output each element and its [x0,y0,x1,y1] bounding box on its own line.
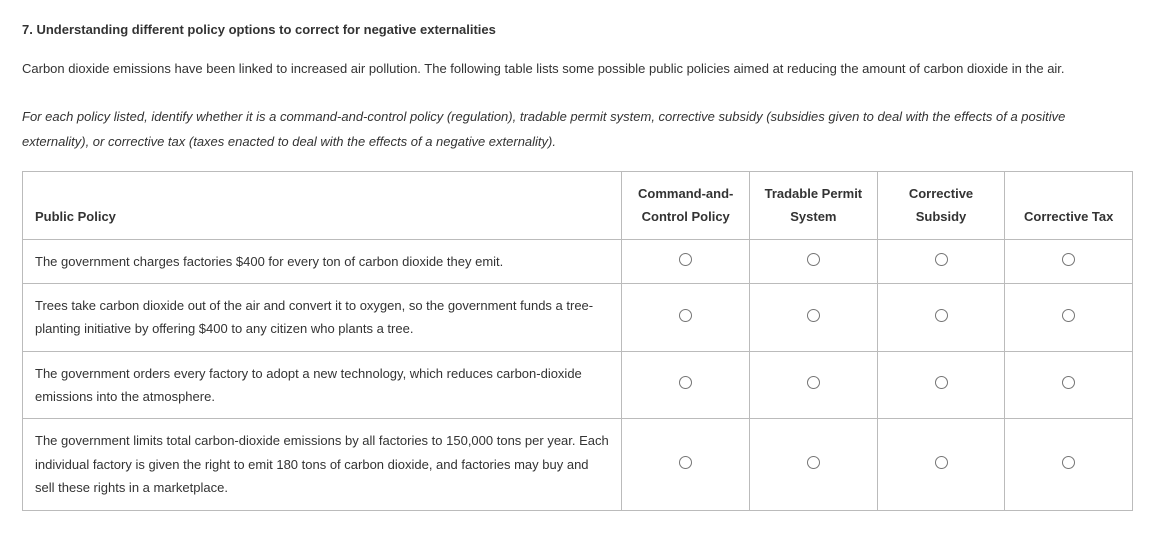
header-tradable-permit: Tradable Permit System [750,171,878,239]
radio-tradable-permit[interactable] [807,253,820,266]
header-command-control: Command-and-Control Policy [622,171,750,239]
policy-table: Public Policy Command-and-Control Policy… [22,171,1133,511]
radio-command-control[interactable] [679,309,692,322]
radio-corrective-tax[interactable] [1062,376,1075,389]
radio-corrective-subsidy[interactable] [935,376,948,389]
header-corrective-subsidy: Corrective Subsidy [877,171,1005,239]
radio-tradable-permit[interactable] [807,309,820,322]
radio-corrective-subsidy[interactable] [935,309,948,322]
radio-command-control[interactable] [679,253,692,266]
radio-corrective-subsidy[interactable] [935,456,948,469]
question-heading: 7. Understanding different policy option… [22,18,1133,43]
policy-text: The government charges factories $400 fo… [23,239,622,283]
radio-corrective-tax[interactable] [1062,456,1075,469]
radio-tradable-permit[interactable] [807,456,820,469]
policy-text: The government limits total carbon-dioxi… [23,419,622,510]
table-row: The government charges factories $400 fo… [23,239,1133,283]
header-public-policy: Public Policy [23,171,622,239]
radio-corrective-subsidy[interactable] [935,253,948,266]
radio-corrective-tax[interactable] [1062,253,1075,266]
radio-corrective-tax[interactable] [1062,309,1075,322]
radio-command-control[interactable] [679,456,692,469]
instructions-text: For each policy listed, identify whether… [22,105,1133,154]
intro-text: Carbon dioxide emissions have been linke… [22,57,1133,82]
policy-text: Trees take carbon dioxide out of the air… [23,283,622,351]
table-row: The government orders every factory to a… [23,351,1133,419]
header-corrective-tax: Corrective Tax [1005,171,1133,239]
table-row: The government limits total carbon-dioxi… [23,419,1133,510]
policy-text: The government orders every factory to a… [23,351,622,419]
radio-command-control[interactable] [679,376,692,389]
radio-tradable-permit[interactable] [807,376,820,389]
table-row: Trees take carbon dioxide out of the air… [23,283,1133,351]
